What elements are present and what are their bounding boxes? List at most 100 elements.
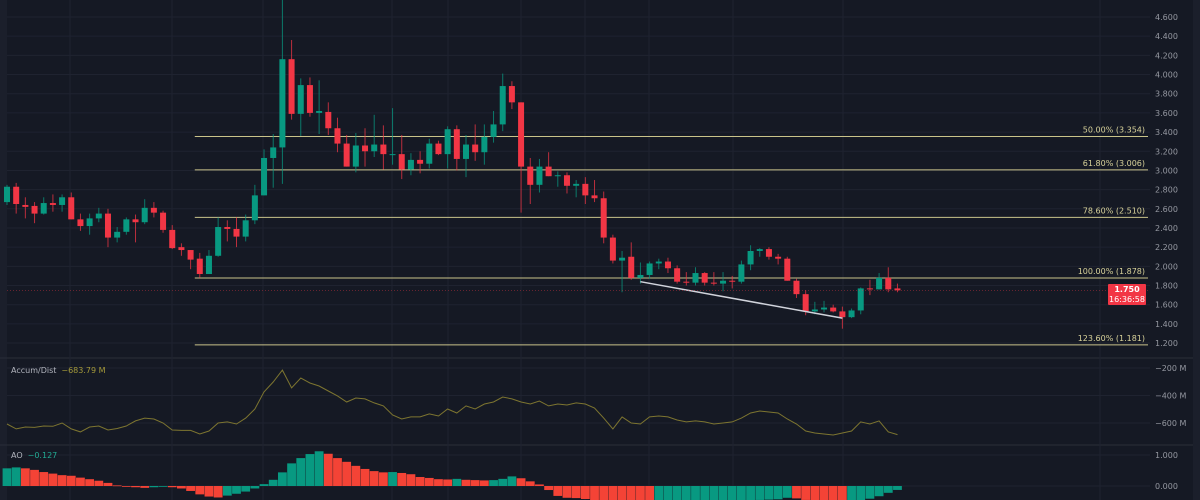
- candle-body: [463, 144, 469, 159]
- candle-body: [141, 207, 148, 223]
- price-axis-tick: 4.200: [1155, 51, 1178, 60]
- candle-body: [49, 203, 56, 205]
- accum-dist-title: Accum/Dist: [11, 366, 57, 375]
- candle: [325, 102, 332, 135]
- right-edge: [1193, 0, 1200, 500]
- candle-body: [637, 274, 644, 278]
- candle-body: [114, 231, 121, 238]
- candle-body: [233, 228, 240, 237]
- candle: [664, 257, 671, 274]
- ao-bar: [489, 480, 498, 486]
- candle: [86, 213, 93, 235]
- candle: [224, 220, 231, 242]
- ao-bar: [507, 476, 517, 486]
- ao-bar: [535, 484, 544, 486]
- candle-body: [481, 136, 488, 153]
- ao-bar: [452, 478, 462, 486]
- candle-body: [371, 144, 378, 152]
- ao-bar: [20, 468, 30, 486]
- ao-bar: [801, 486, 811, 500]
- candle-body: [316, 110, 323, 113]
- ao-bar: [691, 486, 700, 500]
- candle-body: [187, 250, 194, 260]
- ao-title: AO: [11, 451, 23, 460]
- candle: [150, 202, 157, 218]
- ao-bar: [782, 486, 792, 498]
- candle-body: [554, 175, 561, 177]
- ao-bar: [856, 486, 866, 500]
- ao-bar: [177, 486, 186, 489]
- candle: [279, 0, 286, 184]
- price-axis-tick: 1.400: [1155, 320, 1178, 329]
- candle: [187, 250, 194, 270]
- ao-bar: [810, 486, 820, 500]
- candle: [600, 191, 607, 244]
- candle: [316, 80, 323, 134]
- candle: [793, 278, 800, 298]
- ao-legend: AO −0.127: [11, 451, 62, 460]
- ao-bar: [553, 486, 563, 496]
- ao-bar: [287, 463, 296, 486]
- price-axis-tick: 2.200: [1155, 243, 1178, 252]
- candle-body: [205, 255, 212, 275]
- ao-bar: [746, 486, 755, 500]
- candle-body: [407, 159, 414, 170]
- candle-body: [77, 219, 84, 227]
- candle: [729, 275, 736, 289]
- ao-bar: [85, 479, 95, 486]
- candle: [114, 227, 121, 243]
- candle: [417, 151, 424, 174]
- candle: [573, 180, 580, 198]
- ao-bar: [186, 486, 195, 491]
- candle-body: [132, 219, 139, 223]
- ao-bar: [424, 477, 434, 486]
- candle: [31, 202, 38, 224]
- candle: [619, 250, 626, 293]
- ao-bar: [461, 479, 471, 486]
- candle: [830, 304, 837, 313]
- ao-bar: [626, 486, 636, 500]
- ao-bar: [57, 475, 67, 486]
- candle: [499, 73, 506, 132]
- candle-body: [40, 203, 47, 214]
- ao-bar: [250, 486, 260, 489]
- ao-bar: [360, 468, 370, 486]
- candle: [554, 171, 561, 187]
- candle: [68, 192, 75, 220]
- ao-bar: [66, 475, 76, 486]
- candle-body: [701, 273, 708, 283]
- candle-body: [490, 124, 497, 137]
- ao-bar: [443, 479, 453, 486]
- ao-bar: [709, 486, 719, 500]
- candle: [261, 149, 268, 196]
- price-axis-tick: 4.000: [1155, 71, 1178, 80]
- fib-level-label: 78.60% (2.510): [1083, 206, 1145, 215]
- candle-body: [261, 157, 268, 196]
- candle: [371, 114, 378, 158]
- candle-body: [710, 282, 717, 284]
- candle: [95, 207, 102, 223]
- price-axis-tick: 1.600: [1155, 301, 1178, 310]
- candle-body: [270, 147, 277, 158]
- candle-body: [306, 85, 313, 113]
- candle: [563, 172, 570, 194]
- ao-bar: [369, 471, 379, 486]
- candle: [527, 157, 534, 205]
- ao-bar: [323, 453, 333, 486]
- ao-bar: [608, 486, 618, 500]
- ao-bar: [204, 486, 214, 497]
- candle-body: [885, 277, 892, 290]
- ao-bar: [158, 486, 168, 487]
- candle: [609, 234, 616, 264]
- candle-body: [59, 197, 66, 205]
- candle: [628, 242, 635, 280]
- candle: [811, 301, 818, 315]
- ao-bar: [434, 479, 443, 486]
- candle: [821, 300, 828, 313]
- candle: [77, 213, 84, 231]
- ao-bar: [259, 484, 269, 486]
- candle-body: [150, 207, 157, 213]
- candle-body: [536, 166, 543, 185]
- candle-body: [821, 307, 828, 310]
